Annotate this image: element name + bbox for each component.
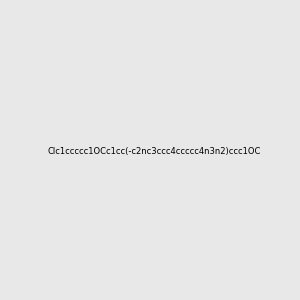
Text: Clc1ccccc1OCc1cc(-c2nc3ccc4ccccc4n3n2)ccc1OC: Clc1ccccc1OCc1cc(-c2nc3ccc4ccccc4n3n2)cc… <box>47 147 260 156</box>
